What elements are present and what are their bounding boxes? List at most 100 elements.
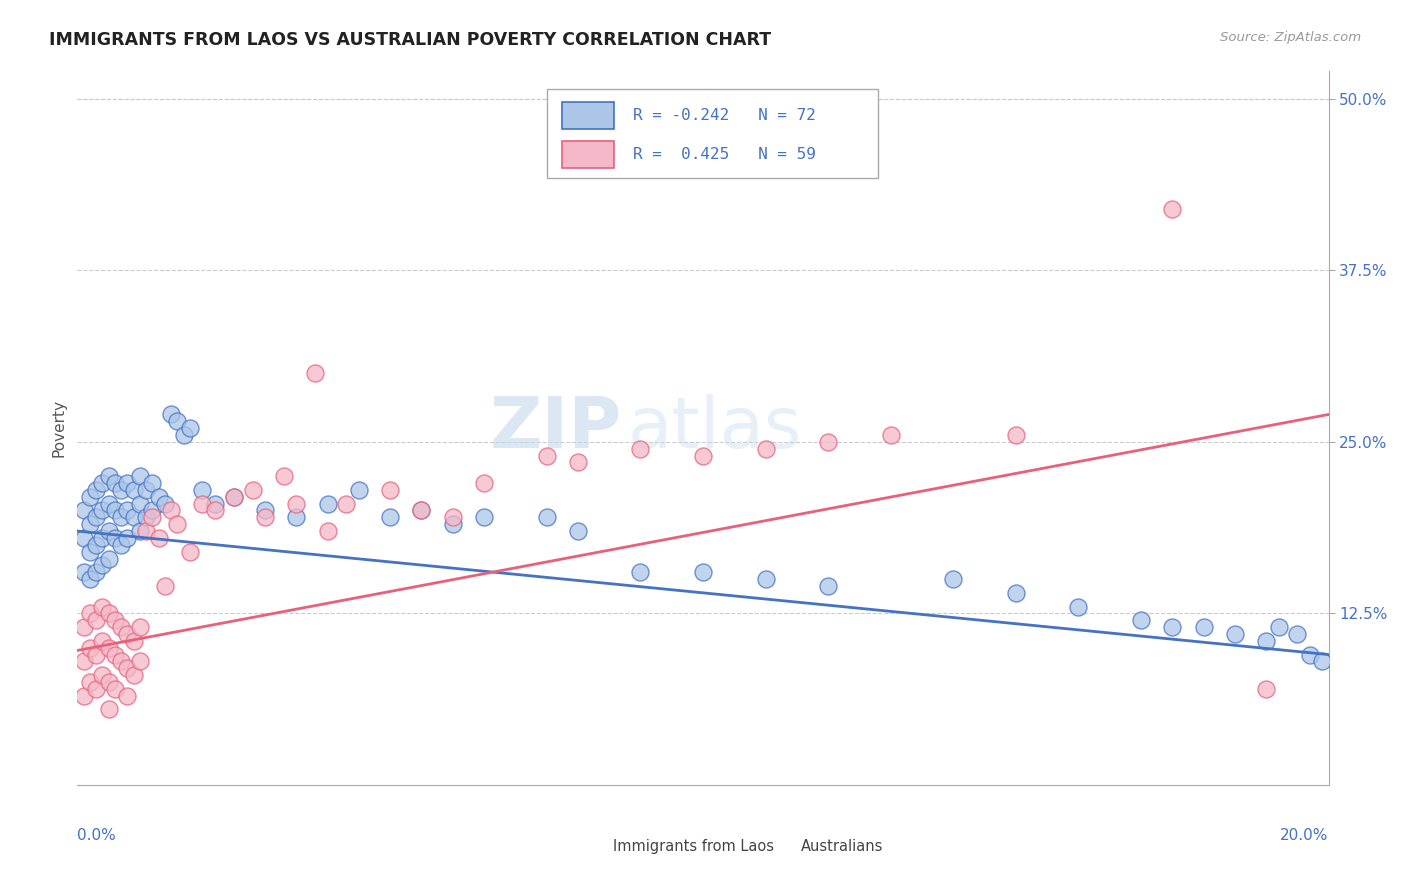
Text: atlas: atlas — [628, 393, 803, 463]
Point — [79, 572, 101, 586]
Point — [129, 524, 152, 538]
Point — [117, 531, 139, 545]
Point — [117, 627, 139, 641]
Point — [129, 497, 152, 511]
Point — [110, 510, 132, 524]
Point — [411, 503, 433, 517]
Point — [104, 503, 127, 517]
Point — [135, 524, 157, 538]
Point — [72, 566, 94, 580]
Text: Immigrants from Laos: Immigrants from Laos — [613, 838, 773, 854]
Point — [129, 620, 152, 634]
Point — [1130, 613, 1153, 627]
Point — [84, 510, 107, 524]
Point — [754, 442, 776, 456]
Point — [104, 648, 127, 662]
Point — [441, 517, 464, 532]
Point — [91, 503, 114, 517]
Point — [97, 469, 120, 483]
Point — [166, 414, 188, 428]
Point — [222, 490, 245, 504]
Point — [72, 689, 94, 703]
Point — [222, 490, 245, 504]
Text: ZIP: ZIP — [489, 393, 621, 463]
Point — [117, 689, 139, 703]
Point — [536, 510, 558, 524]
Point — [153, 497, 176, 511]
Point — [97, 640, 120, 655]
Point — [472, 476, 495, 491]
Point — [84, 681, 107, 696]
FancyBboxPatch shape — [547, 89, 879, 178]
Text: IMMIGRANTS FROM LAOS VS AUSTRALIAN POVERTY CORRELATION CHART: IMMIGRANTS FROM LAOS VS AUSTRALIAN POVER… — [49, 31, 772, 49]
Point — [104, 531, 127, 545]
Point — [97, 524, 120, 538]
Point — [148, 531, 170, 545]
Point — [253, 503, 276, 517]
Point — [179, 544, 201, 558]
Point — [1286, 627, 1309, 641]
Point — [335, 497, 357, 511]
Text: 0.0%: 0.0% — [77, 828, 117, 843]
Point — [141, 510, 163, 524]
Point — [141, 503, 163, 517]
Point — [97, 702, 120, 716]
Point — [1312, 655, 1334, 669]
Point — [692, 566, 714, 580]
Point — [104, 613, 127, 627]
Point — [110, 538, 132, 552]
FancyBboxPatch shape — [572, 838, 606, 855]
Point — [380, 510, 402, 524]
Point — [91, 633, 114, 648]
Point — [942, 572, 965, 586]
Point — [173, 428, 195, 442]
Point — [630, 566, 652, 580]
Point — [141, 476, 163, 491]
Point — [72, 503, 94, 517]
Point — [1254, 633, 1277, 648]
Text: R = -0.242   N = 72: R = -0.242 N = 72 — [633, 108, 815, 123]
Point — [122, 510, 145, 524]
Point — [1299, 648, 1322, 662]
Point — [153, 579, 176, 593]
Point — [104, 476, 127, 491]
Text: Australians: Australians — [800, 838, 883, 854]
Point — [129, 469, 152, 483]
FancyBboxPatch shape — [561, 141, 614, 168]
Point — [1004, 586, 1026, 600]
Point — [91, 599, 114, 614]
Point — [117, 503, 139, 517]
Point — [72, 531, 94, 545]
Point — [1161, 202, 1184, 216]
Point — [117, 476, 139, 491]
Point — [84, 538, 107, 552]
FancyBboxPatch shape — [759, 838, 794, 855]
Point — [536, 449, 558, 463]
Point — [817, 579, 839, 593]
Point — [630, 442, 652, 456]
Point — [817, 434, 839, 449]
Point — [567, 524, 589, 538]
Point — [1223, 627, 1246, 641]
Point — [285, 497, 308, 511]
Point — [1161, 620, 1184, 634]
Point — [129, 655, 152, 669]
Point — [110, 483, 132, 497]
Point — [242, 483, 264, 497]
Text: Source: ZipAtlas.com: Source: ZipAtlas.com — [1220, 31, 1361, 45]
Point — [166, 517, 188, 532]
Point — [160, 503, 183, 517]
Point — [160, 408, 183, 422]
Point — [110, 655, 132, 669]
Point — [285, 510, 308, 524]
Point — [79, 675, 101, 690]
Point — [91, 531, 114, 545]
Point — [91, 558, 114, 573]
Point — [204, 503, 226, 517]
Point — [97, 675, 120, 690]
Point — [97, 607, 120, 621]
Point — [1067, 599, 1090, 614]
FancyBboxPatch shape — [561, 102, 614, 129]
Point — [754, 572, 776, 586]
Point — [79, 607, 101, 621]
